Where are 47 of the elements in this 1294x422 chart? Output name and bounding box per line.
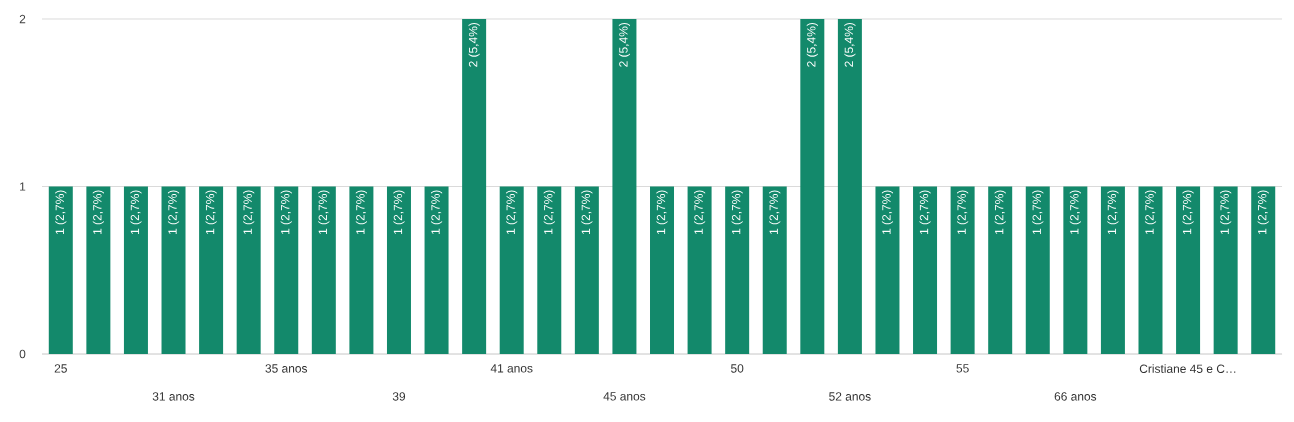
data-label: 1 (2,7%) [957, 190, 969, 234]
data-label: 1 (2,7%) [1220, 190, 1232, 234]
data-label: 1 (2,7%) [919, 190, 931, 234]
data-label: 1 (2,7%) [1069, 190, 1081, 234]
x-tick-label: 25 [54, 364, 67, 373]
data-label: 1 (2,7%) [731, 190, 743, 234]
x-tick-label: Cristiane 45 e C… [1139, 364, 1236, 373]
data-label: 2 (5,4%) [468, 22, 480, 67]
data-label: 1 (2,7%) [243, 190, 255, 234]
data-label: 1 (2,7%) [656, 190, 668, 234]
data-label: 1 (2,7%) [393, 190, 405, 234]
y-tick-label: 0 [19, 349, 26, 359]
x-tick-label: 39 [392, 392, 406, 401]
data-label: 1 (2,7%) [543, 190, 555, 234]
data-label: 1 (2,7%) [581, 190, 593, 234]
x-tick-label: 45 anos [603, 392, 646, 401]
x-tick-label: 31 anos [152, 392, 195, 401]
data-label: 1 (2,7%) [280, 190, 292, 234]
data-label: 2 (5,4%) [844, 22, 856, 67]
data-label: 1 (2,7%) [130, 190, 142, 234]
data-label: 1 (2,7%) [1257, 190, 1269, 234]
data-label: 1 (2,7%) [430, 190, 443, 234]
data-label: 1 (2,7%) [55, 190, 67, 234]
data-label: 1 (2,7%) [506, 190, 518, 234]
data-label: 1 (2,7%) [92, 190, 104, 234]
x-tick-label: 50 [731, 364, 744, 373]
data-label: 2 (5,4%) [806, 22, 818, 67]
data-label: 1 (2,7%) [318, 190, 330, 234]
x-tick-label: 55 [956, 364, 969, 373]
data-label: 1 (2,7%) [1032, 190, 1044, 234]
data-label: 1 (2,7%) [355, 190, 367, 234]
data-label: 1 (2,7%) [769, 190, 781, 234]
data-label: 1 (2,7%) [205, 190, 217, 234]
data-label: 1 (2,7%) [694, 190, 706, 234]
data-label: 1 (2,7%) [881, 190, 894, 234]
x-tick-label: 66 anos [1054, 392, 1097, 401]
x-tick-label: 52 anos [829, 392, 871, 401]
data-label: 1 (2,7%) [167, 190, 180, 234]
data-label: 1 (2,7%) [1144, 190, 1157, 234]
y-tick-label: 1 [20, 182, 26, 191]
data-label: 1 (2,7%) [1107, 190, 1119, 234]
x-tick-label: 35 anos [265, 364, 308, 373]
data-label: 1 (2,7%) [994, 190, 1006, 234]
y-tick-label: 2 [19, 14, 26, 24]
data-label: 2 (5,4%) [618, 22, 630, 67]
x-tick-label: 41 anos [490, 364, 533, 373]
data-label: 1 (2,7%) [1182, 190, 1194, 234]
